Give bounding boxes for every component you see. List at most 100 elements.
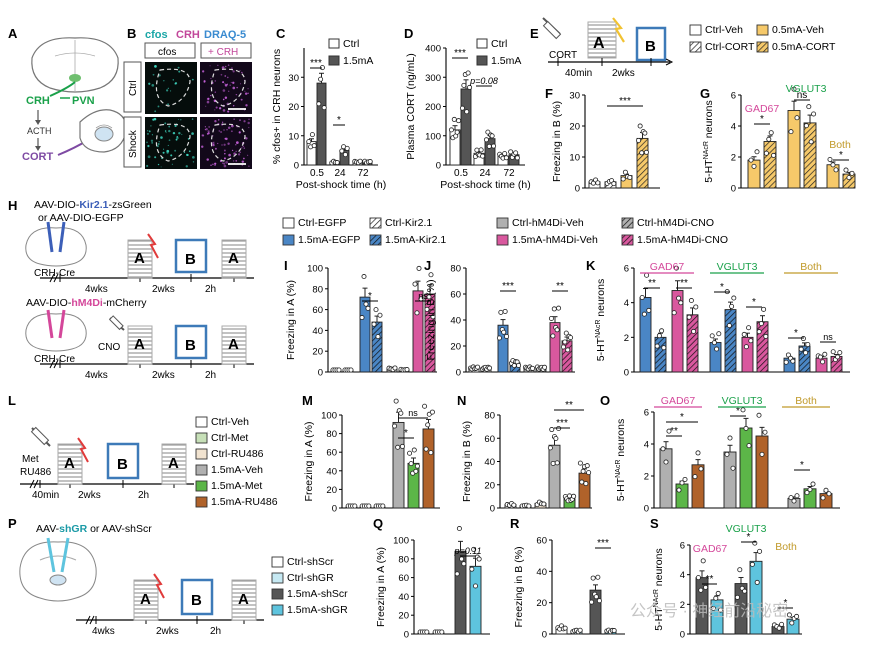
data-point (583, 481, 589, 487)
x-tick-label: 24 (334, 168, 346, 179)
bar (691, 464, 705, 509)
legend-e-1-label: Ctrl-CORT (705, 41, 755, 53)
speckle (217, 142, 219, 145)
data-point (411, 447, 417, 453)
speckle (212, 163, 214, 166)
context-a-box (161, 443, 187, 485)
speckle (214, 109, 216, 111)
y-tick-label: 80 (326, 429, 337, 440)
speckle (207, 97, 210, 100)
data-point (805, 342, 811, 348)
speckle (243, 120, 246, 123)
context-a-box (127, 239, 153, 279)
data-point (807, 487, 813, 493)
data-point (676, 295, 682, 301)
data-point (424, 629, 430, 635)
data-point (404, 367, 410, 373)
context-label: A (238, 591, 249, 608)
speckle (169, 90, 172, 92)
speckle (248, 165, 250, 167)
y-tick-label: 60 (536, 536, 547, 547)
data-point (692, 474, 698, 480)
speckle (214, 147, 217, 150)
data-point (483, 137, 489, 143)
y-tick-label: 0 (294, 161, 299, 172)
speckle (232, 81, 235, 84)
y-axis-label: Freezing in A (%) (375, 547, 387, 627)
panel-letter-N: N (457, 393, 466, 408)
speckle (227, 126, 231, 130)
speckle (247, 121, 250, 125)
speckle (154, 65, 157, 68)
legend-p-2-swatch (271, 588, 284, 600)
panel-letter-C: C (276, 26, 286, 41)
legend-l-0-label: Ctrl-Veh (211, 416, 249, 428)
bar (659, 448, 673, 509)
data-point (428, 450, 434, 456)
context-label: A (134, 250, 145, 267)
data-point (334, 160, 340, 166)
data-point (593, 594, 599, 600)
x-tick-label: 72 (357, 168, 369, 179)
data-point (823, 487, 829, 493)
group-label: VGLUT3 (717, 261, 758, 273)
legend-label: Ctrl (491, 38, 507, 50)
data-point (710, 605, 716, 611)
data-point (380, 503, 386, 509)
data-point (429, 409, 435, 415)
speckle (191, 78, 194, 81)
speckle (217, 64, 219, 66)
data-point (714, 346, 720, 352)
data-point (408, 461, 414, 467)
data-point (742, 588, 748, 594)
sig-label: *** (310, 58, 322, 69)
data-point (504, 333, 510, 339)
crh-label: CRH (26, 95, 50, 107)
speckle (177, 118, 179, 120)
speckle (235, 141, 239, 144)
context-b-box (180, 578, 214, 616)
data-point (620, 176, 626, 182)
bar (578, 472, 591, 509)
bar (755, 435, 769, 509)
data-point (637, 123, 643, 129)
data-point (516, 362, 522, 368)
legend-l-0-swatch (195, 416, 208, 428)
data-point (456, 118, 462, 124)
sig-label: ** (648, 278, 656, 289)
speckle (227, 110, 230, 113)
data-point (398, 410, 404, 416)
y-tick-label: 0 (731, 184, 736, 195)
data-point (503, 155, 509, 161)
data-point (790, 358, 796, 364)
sig-label: *** (556, 418, 568, 429)
speckle (210, 78, 212, 80)
context-label: A (64, 455, 75, 472)
h-mouse1: CRH-Cre (34, 268, 76, 279)
legend-p-3-label: 1.5mA-shGR (287, 604, 348, 616)
data-point (352, 503, 358, 509)
legend-swatch (476, 55, 488, 66)
bar (548, 444, 561, 509)
data-point (734, 594, 740, 600)
legend-l-4-label: 1.5mA-Met (211, 480, 262, 492)
data-point (661, 345, 667, 351)
data-point (422, 403, 428, 409)
data-point (711, 340, 717, 346)
speckle (223, 164, 227, 168)
data-point (748, 157, 754, 163)
speckle (201, 145, 204, 148)
legend-swatch (476, 38, 488, 49)
speckle (167, 87, 169, 89)
data-point (541, 501, 547, 507)
data-point (678, 300, 684, 306)
panel-e-timeline: CORT A B 40min 2wks Ctrl-Veh Ctrl-CORT 0.5… (542, 17, 836, 79)
legend-e-3-swatch (756, 41, 769, 53)
data-point (743, 344, 749, 350)
data-point (361, 274, 367, 280)
legend-p-0-label: Ctrl-shScr (287, 556, 334, 568)
y-tick-label: 2 (731, 153, 736, 164)
speckle (227, 64, 230, 66)
legend-h-7-swatch (621, 234, 634, 246)
